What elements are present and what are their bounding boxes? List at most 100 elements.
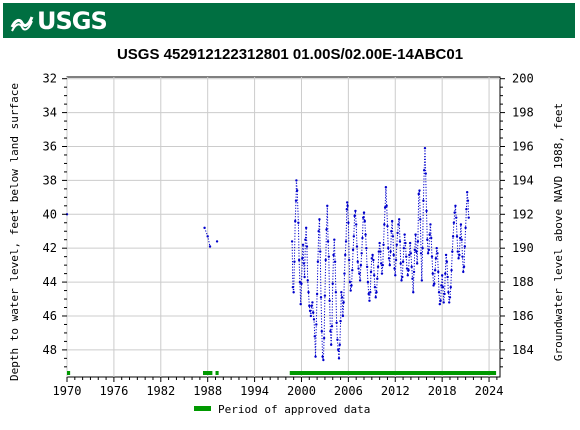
data-point: [344, 253, 347, 257]
data-point: [303, 275, 306, 279]
data-point: [406, 274, 409, 277]
y-tick-label-left: 38: [43, 173, 57, 187]
data-point: [310, 304, 313, 308]
data-point: [299, 302, 302, 306]
data-point: [206, 235, 209, 238]
data-point: [423, 146, 427, 150]
data-point: [385, 204, 388, 208]
y-tick-label-left: 44: [43, 275, 57, 289]
data-point: [445, 260, 449, 263]
data-point: [455, 235, 459, 238]
data-point: [345, 201, 349, 204]
data-point: [418, 189, 421, 192]
data-point: [381, 263, 384, 267]
data-point: [428, 233, 431, 236]
y-tick-label-right: 198: [512, 106, 534, 120]
data-point: [461, 255, 464, 258]
data-point: [362, 211, 366, 214]
data-point: [383, 206, 387, 209]
data-point: [330, 324, 334, 328]
data-point: [331, 282, 334, 285]
data-point: [308, 304, 311, 308]
data-point: [354, 209, 357, 213]
data-point: [295, 179, 298, 182]
data-point: [443, 292, 446, 296]
data-point: [356, 260, 359, 263]
data-point: [294, 219, 297, 223]
data-point: [313, 335, 316, 338]
usgs-logo-text: USGS: [37, 7, 108, 35]
data-point: [317, 230, 320, 233]
data-point: [444, 272, 447, 275]
approved-periods: [67, 371, 497, 375]
usgs-logo-icon: [10, 16, 34, 32]
x-tick-label: 2024: [475, 384, 504, 398]
legend-label: Period of approved data: [218, 403, 370, 416]
data-point: [350, 284, 353, 287]
data-point: [357, 267, 360, 270]
data-point: [416, 240, 420, 243]
data-point: [433, 269, 437, 272]
data-point: [306, 279, 309, 282]
data-point: [376, 265, 380, 269]
data-point: [327, 255, 331, 258]
data-point: [203, 226, 206, 230]
usgs-banner: USGS: [3, 3, 575, 38]
data-point: [462, 265, 466, 269]
usgs-logo[interactable]: USGS: [10, 7, 108, 35]
data-point: [376, 277, 379, 280]
plot-area: [66, 76, 501, 378]
data-point: [433, 282, 436, 285]
data-point: [308, 309, 312, 313]
data-point: [440, 274, 444, 277]
data-point: [341, 314, 345, 318]
data-point: [458, 253, 461, 257]
legend: Period of approved data: [194, 403, 370, 416]
data-point: [372, 274, 376, 277]
data-point: [419, 218, 422, 221]
data-point: [334, 291, 338, 294]
data-point: [466, 199, 470, 202]
data-point: [368, 299, 371, 302]
data-point: [424, 172, 427, 175]
data-point: [347, 258, 351, 262]
y-axis-left: 32 34 36 38 40 42 44 46 48: [43, 72, 67, 368]
x-tick-label: 2018: [428, 384, 457, 398]
data-point: [422, 169, 426, 172]
data-point: [392, 253, 395, 257]
data-point: [363, 219, 366, 223]
data-point: [441, 285, 445, 289]
data-point: [333, 260, 337, 263]
data-point: [332, 253, 335, 257]
data-point: [307, 291, 310, 294]
data-point: [328, 299, 331, 302]
data-point: [369, 291, 372, 294]
data-point: [325, 228, 328, 231]
data-point: [390, 230, 393, 233]
data-point: [451, 250, 454, 253]
x-tick-label: 1994: [240, 384, 269, 398]
data-point: [358, 279, 362, 282]
data-point: [449, 285, 452, 289]
x-tick-label: 2000: [287, 384, 316, 398]
data-point: [399, 262, 402, 265]
data-point: [401, 275, 404, 279]
data-point: [337, 357, 341, 360]
x-tick-label: 1976: [99, 384, 128, 398]
y-tick-label-left: 40: [43, 207, 57, 221]
data-point: [453, 211, 456, 214]
y-tick-label-right: 188: [512, 275, 534, 289]
y-axis-right: 200 198 196 194 192 190 188 186 184: [500, 72, 534, 368]
data-point: [456, 250, 459, 253]
data-point: [439, 299, 442, 302]
data-point: [291, 285, 295, 289]
data-point: [386, 224, 389, 228]
approved-period-bar: [67, 371, 71, 375]
data-point: [343, 272, 346, 275]
data-point: [358, 272, 361, 275]
data-point: [298, 280, 302, 284]
data-point: [337, 348, 340, 352]
data-point: [304, 226, 308, 230]
y-tick-label-right: 190: [512, 241, 534, 255]
data-point: [442, 301, 445, 304]
